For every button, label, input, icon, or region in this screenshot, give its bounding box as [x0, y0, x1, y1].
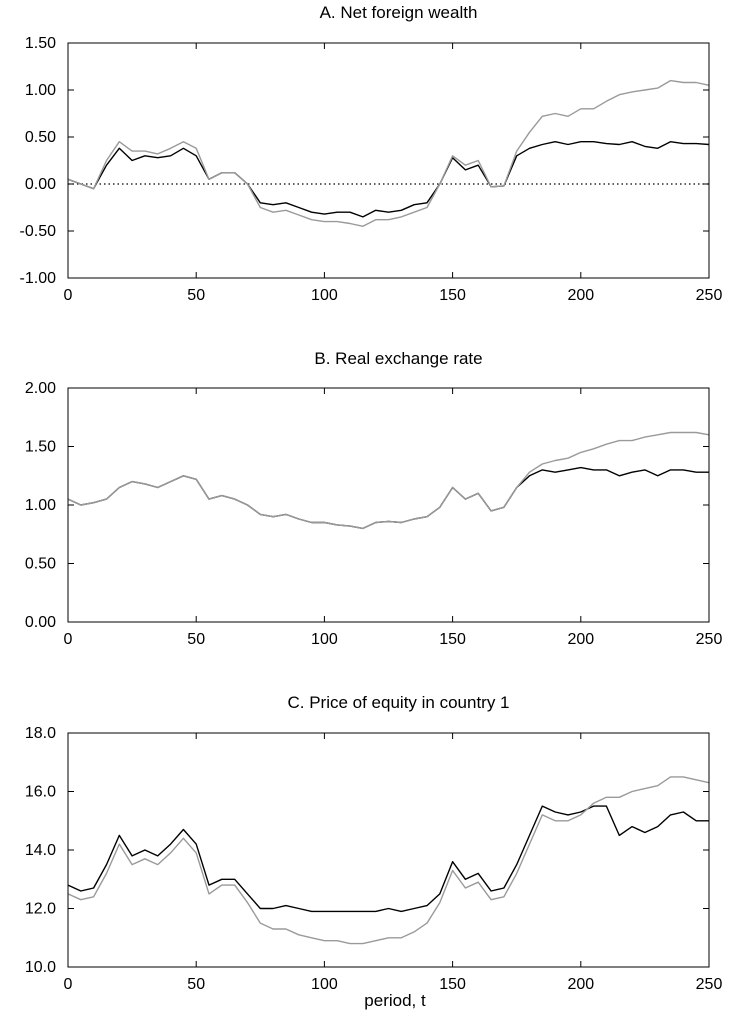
chart-panel-1: A. Net foreign wealth 0 50 100 150 200 250 1.50…	[20, 3, 723, 304]
series-line-2	[67, 431, 710, 530]
x-tick-label: 0	[64, 976, 73, 993]
y-tick-label: 1.50	[25, 35, 56, 52]
y-tick-label: 0.50	[25, 556, 56, 573]
y-tick-label: 1.50	[25, 439, 56, 456]
chart-title: B. Real exchange rate	[314, 349, 482, 368]
x-tick-label: 150	[439, 631, 466, 648]
series-line-1	[67, 140, 710, 218]
x-tick-label: 0	[64, 631, 73, 648]
y-tick-label: 1.00	[25, 82, 56, 99]
y-tick-label: 10.0	[25, 959, 56, 976]
x-tick-label: 100	[311, 631, 338, 648]
x-tick-label: 150	[439, 287, 466, 304]
chart-title: A. Net foreign wealth	[320, 3, 478, 22]
x-tick-label: 200	[567, 976, 594, 993]
y-tick-label: 16.0	[25, 784, 56, 801]
y-tick-label: -0.50	[20, 223, 57, 240]
y-tick-label: 1.00	[25, 497, 56, 514]
x-tick-label: 50	[187, 631, 205, 648]
y-tick-label: 14.0	[25, 842, 56, 859]
x-tick-label: 50	[187, 976, 205, 993]
y-tick-label: 0.50	[25, 129, 56, 146]
x-axis-label: period, t	[364, 991, 426, 1010]
series-line-2	[67, 776, 710, 945]
y-tick-label: -1.00	[20, 270, 57, 287]
x-tick-label: 100	[311, 287, 338, 304]
x-tick-label: 0	[64, 287, 73, 304]
y-tick-label: 2.00	[25, 380, 56, 397]
chart-panel-2: B. Real exchange rate 0 50 100 150 200 250 2.00…	[25, 349, 723, 648]
x-tick-label: 200	[567, 287, 594, 304]
chart-panel-3: C. Price of equity in country 1 0 50 100 150…	[25, 693, 723, 993]
chart-title: C. Price of equity in country 1	[287, 693, 509, 712]
plot-frame	[67, 42, 710, 279]
series-line-1	[67, 805, 709, 913]
x-tick-label: 150	[439, 976, 466, 993]
x-tick-label: 50	[187, 287, 205, 304]
x-tick-label: 250	[696, 631, 723, 648]
y-tick-label: 12.0	[25, 901, 56, 918]
x-tick-label: 250	[696, 976, 723, 993]
x-tick-label: 200	[567, 631, 594, 648]
y-tick-label: 0.00	[25, 176, 56, 193]
y-tick-label: 0.00	[25, 614, 56, 631]
x-tick-label: 100	[311, 976, 338, 993]
series-line-2	[67, 79, 710, 228]
y-tick-label: 18.0	[25, 725, 56, 742]
x-tick-label: 250	[696, 287, 723, 304]
